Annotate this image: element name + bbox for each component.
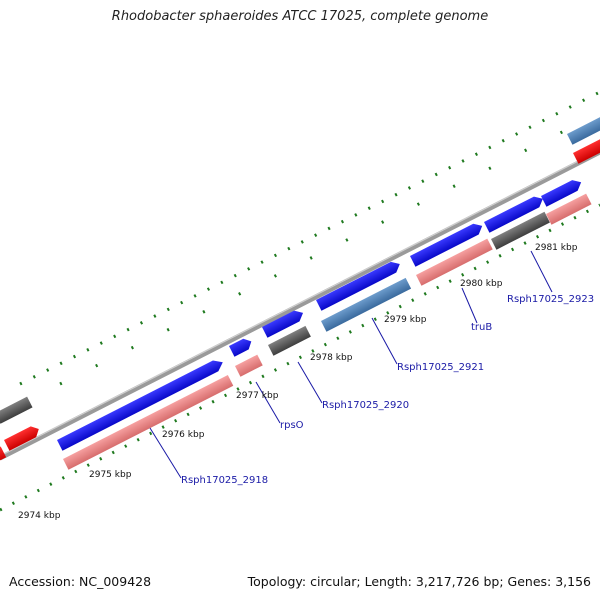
genome-backbone bbox=[0, 149, 600, 461]
gene-label[interactable]: rpsO bbox=[280, 420, 304, 431]
kbp-label: 2979 kbp bbox=[384, 315, 427, 325]
gene-label[interactable]: Rsph17025_2923 bbox=[507, 294, 594, 305]
kbp-label: 2981 kbp bbox=[535, 243, 578, 253]
kbp-label: 2975 kbp bbox=[89, 470, 132, 480]
kbp-label: 2978 kbp bbox=[310, 353, 353, 363]
kbp-label: 2977 kbp bbox=[236, 391, 279, 401]
gene-label[interactable]: Rsph17025_2920 bbox=[322, 400, 409, 411]
gene-label[interactable]: truB bbox=[471, 322, 492, 333]
label-leaders bbox=[149, 250, 553, 479]
gene-labels: Rsph17025_2918 rpsO Rsph17025_2920 Rsph1… bbox=[181, 294, 594, 486]
kbp-labels: 2974 kbp 2975 kbp 2976 kbp 2977 kbp 2978… bbox=[18, 243, 578, 521]
gene-label[interactable]: Rsph17025_2921 bbox=[397, 362, 484, 373]
accession-text: Accession: NC_009428 bbox=[9, 574, 152, 589]
genome-summary-text: Topology: circular; Length: 3,217,726 bp… bbox=[247, 574, 591, 589]
gene-label[interactable]: Rsph17025_2918 bbox=[181, 475, 268, 486]
outer-tick-ring bbox=[19, 90, 600, 386]
inner-tick-ring bbox=[0, 203, 600, 512]
kbp-label: 2974 kbp bbox=[18, 511, 61, 521]
map-title: Rhodobacter sphaeroides ATCC 17025, comp… bbox=[111, 9, 489, 24]
gene-tracks bbox=[0, 115, 600, 470]
kbp-label: 2976 kbp bbox=[162, 430, 205, 440]
kbp-label: 2980 kbp bbox=[460, 279, 503, 289]
